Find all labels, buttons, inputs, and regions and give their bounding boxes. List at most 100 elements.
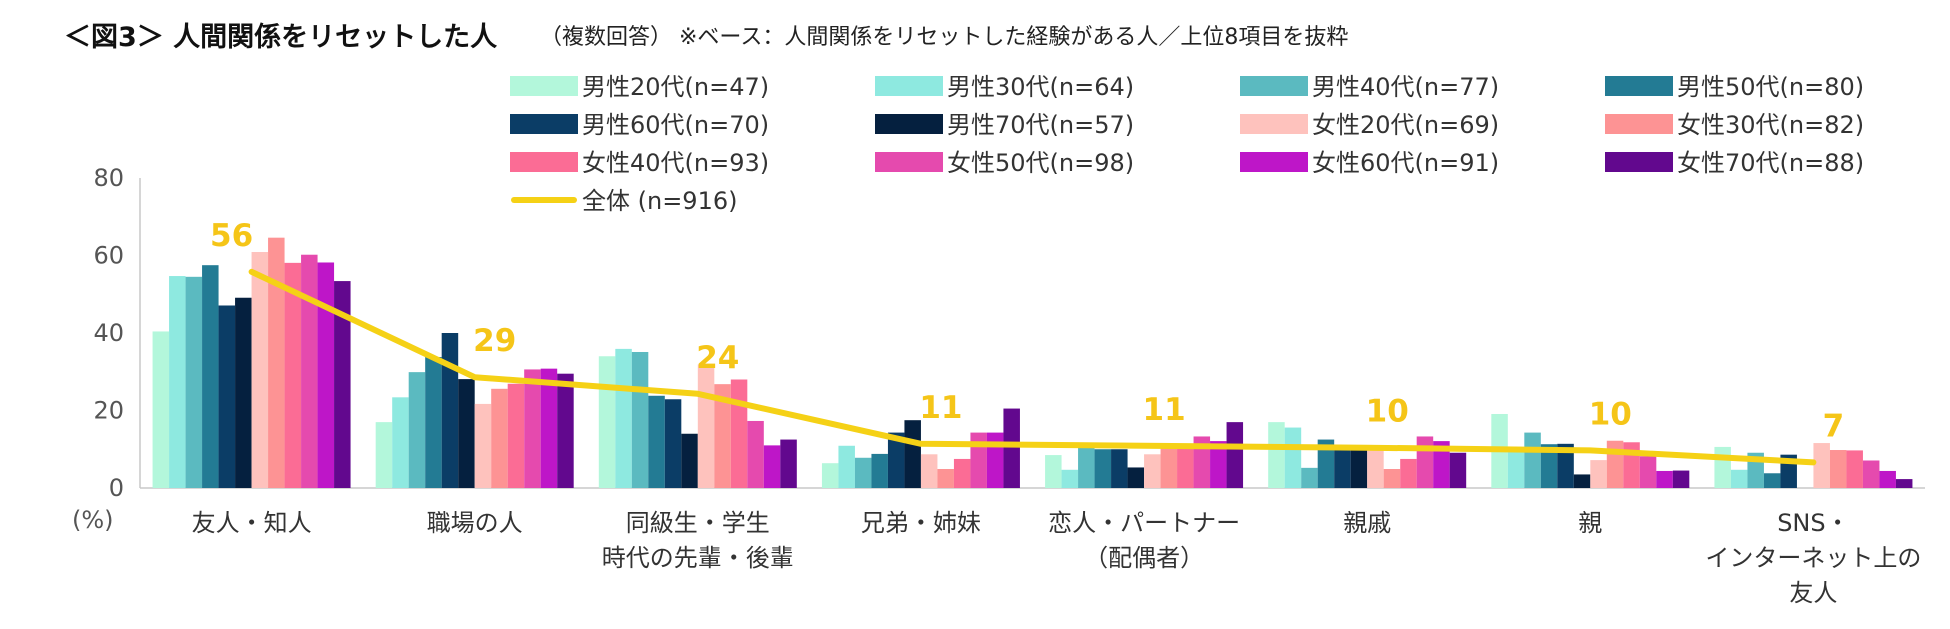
bar bbox=[474, 403, 492, 488]
legend: 男性20代(n=47) 男性30代(n=64) 男性40代(n=77) 男性50代(n… bbox=[510, 73, 1864, 215]
bar bbox=[1829, 450, 1847, 488]
total-data-label: 11 bbox=[919, 390, 962, 426]
bar bbox=[1813, 443, 1830, 488]
legend-label: 女性40代(n=93) bbox=[582, 149, 769, 177]
bar bbox=[904, 420, 921, 488]
bar bbox=[1284, 427, 1302, 488]
y-tick-label: 40 bbox=[93, 319, 124, 347]
bar bbox=[664, 399, 682, 488]
bar bbox=[1672, 470, 1690, 488]
bar bbox=[747, 420, 764, 488]
bar bbox=[375, 422, 393, 489]
bar bbox=[838, 445, 855, 488]
bar bbox=[1045, 455, 1062, 488]
total-line: 56 29 24 11 11 10 10 7 bbox=[210, 218, 1845, 466]
bar bbox=[392, 397, 409, 488]
bar bbox=[1540, 444, 1558, 488]
bar bbox=[1895, 479, 1913, 488]
bar bbox=[152, 331, 170, 488]
legend-swatch bbox=[510, 152, 578, 172]
category-label: SNS・ bbox=[1777, 509, 1849, 537]
legend-label: 女性70代(n=88) bbox=[1677, 149, 1864, 177]
bar bbox=[1367, 448, 1384, 488]
bar bbox=[1317, 439, 1335, 488]
y-tick-label: 80 bbox=[93, 164, 124, 192]
bar bbox=[780, 439, 797, 488]
bar bbox=[1449, 452, 1467, 488]
bar bbox=[887, 432, 905, 488]
bar bbox=[1111, 449, 1128, 488]
bar bbox=[920, 454, 938, 488]
bar bbox=[1557, 443, 1574, 488]
bar bbox=[491, 388, 508, 488]
bar bbox=[185, 276, 203, 488]
category-label: 友人・知人 bbox=[192, 509, 312, 537]
bar bbox=[1350, 447, 1368, 488]
bar bbox=[871, 453, 888, 488]
total-line-path bbox=[248, 268, 1817, 466]
y-tick-label: 60 bbox=[93, 242, 124, 270]
legend-label: 男性20代(n=47) bbox=[582, 73, 769, 101]
bar bbox=[730, 379, 748, 488]
bar bbox=[284, 262, 302, 488]
bar bbox=[1078, 447, 1095, 488]
legend-label: 男性70代(n=57) bbox=[947, 111, 1134, 139]
bar bbox=[540, 368, 558, 488]
bar bbox=[1433, 441, 1450, 488]
y-tick-label: 0 bbox=[109, 474, 124, 502]
category-label: 職場の人 bbox=[427, 509, 523, 537]
legend-swatch bbox=[510, 76, 578, 96]
legend-swatch bbox=[1240, 152, 1308, 172]
legend-swatch bbox=[1240, 76, 1308, 96]
category-label: 親戚 bbox=[1343, 509, 1391, 537]
bar bbox=[1400, 458, 1417, 488]
bar bbox=[1094, 449, 1112, 488]
category-label: インターネット上の bbox=[1705, 544, 1921, 572]
bar bbox=[631, 351, 649, 488]
bar bbox=[507, 383, 525, 488]
bar bbox=[1730, 469, 1748, 488]
bar bbox=[317, 262, 335, 488]
bar bbox=[1763, 473, 1781, 488]
legend-swatch bbox=[1605, 152, 1673, 172]
bar bbox=[697, 364, 715, 488]
bar bbox=[681, 433, 698, 488]
category-label: 友人 bbox=[1789, 579, 1837, 607]
bar bbox=[1268, 422, 1285, 489]
bar bbox=[1623, 442, 1640, 488]
legend-label: 男性40代(n=77) bbox=[1312, 73, 1499, 101]
bar bbox=[1160, 445, 1178, 489]
bar bbox=[441, 333, 459, 488]
bar bbox=[763, 445, 781, 489]
bar bbox=[953, 458, 971, 488]
bar bbox=[1862, 460, 1880, 488]
bar bbox=[301, 254, 318, 488]
legend-swatch bbox=[875, 152, 943, 172]
bar bbox=[1003, 408, 1020, 488]
bar bbox=[1714, 446, 1731, 488]
bar bbox=[169, 276, 186, 488]
bar bbox=[1193, 436, 1211, 488]
y-unit-label: (%) bbox=[72, 506, 114, 534]
bar bbox=[1656, 470, 1673, 488]
bar bbox=[202, 265, 219, 488]
category-label: （配偶者） bbox=[1084, 544, 1204, 572]
bar bbox=[1144, 454, 1161, 488]
bar bbox=[251, 252, 269, 488]
bar bbox=[268, 237, 285, 488]
bar bbox=[714, 384, 731, 488]
legend-label: 女性60代(n=91) bbox=[1312, 149, 1499, 177]
bar bbox=[1334, 449, 1351, 488]
chart-title: ＜図3＞ 人間関係をリセットした人 bbox=[64, 22, 497, 53]
bar bbox=[1210, 441, 1227, 488]
legend-label: 女性30代(n=82) bbox=[1677, 111, 1864, 139]
legend-label: 男性60代(n=70) bbox=[582, 111, 769, 139]
category-label: 時代の先輩・後輩 bbox=[602, 544, 794, 572]
category-label: 親 bbox=[1578, 509, 1602, 537]
legend-swatch bbox=[875, 76, 943, 96]
total-data-label: 29 bbox=[473, 323, 516, 359]
total-data-label: 7 bbox=[1823, 408, 1845, 444]
bar bbox=[1301, 467, 1318, 488]
bar bbox=[218, 305, 236, 488]
